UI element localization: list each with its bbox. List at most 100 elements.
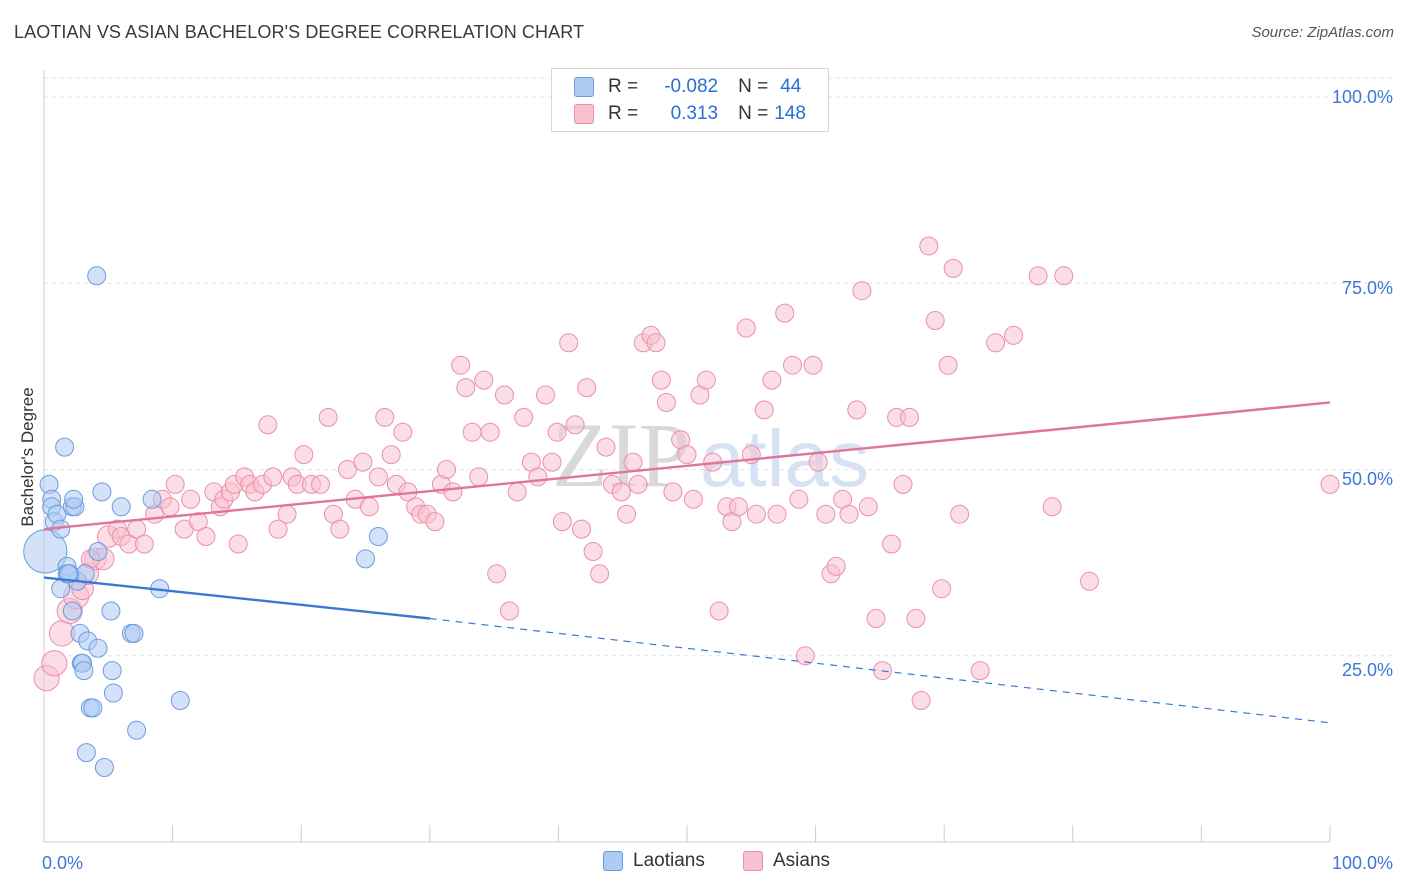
axes bbox=[43, 70, 1331, 843]
asian-point bbox=[134, 534, 154, 554]
laotians-trend-line bbox=[43, 576, 430, 620]
asian-point bbox=[736, 318, 756, 338]
asian-point bbox=[882, 534, 901, 554]
asian-point bbox=[858, 497, 878, 517]
asian-point bbox=[696, 370, 716, 390]
asian-point bbox=[552, 512, 572, 532]
asian-point bbox=[906, 609, 926, 628]
asian-point bbox=[330, 519, 350, 539]
correlation-legend: R = -0.082 N = 44 R = 0.313 N = 148 bbox=[551, 68, 829, 132]
laotian-point bbox=[102, 661, 122, 681]
asian-point bbox=[294, 445, 314, 465]
asian-point bbox=[628, 474, 648, 494]
legend-label: Laotians bbox=[633, 850, 705, 871]
legend-row-asians: R = 0.313 N = 148 bbox=[574, 101, 806, 127]
laotian-point bbox=[74, 661, 94, 681]
asian-point bbox=[677, 445, 697, 465]
laotian-point bbox=[83, 698, 103, 718]
asian-point bbox=[381, 445, 401, 465]
asian-point bbox=[451, 355, 471, 375]
asian-point bbox=[728, 497, 748, 517]
legend-item-laotians[interactable]: Laotians bbox=[603, 850, 705, 872]
asian-point bbox=[368, 467, 388, 487]
asian-point bbox=[437, 460, 456, 479]
asian-point bbox=[196, 527, 216, 546]
legend-label: Asians bbox=[773, 850, 831, 871]
asian-point bbox=[1080, 571, 1099, 591]
x-tick-label-max: 100.0% bbox=[1331, 853, 1393, 873]
asian-point bbox=[1004, 325, 1024, 345]
asian-point bbox=[572, 519, 591, 539]
laotian-point bbox=[103, 683, 123, 703]
asian-point bbox=[1054, 266, 1074, 286]
asian-point bbox=[41, 650, 68, 677]
asian-point bbox=[826, 556, 846, 576]
asian-point bbox=[268, 519, 288, 539]
laotian-point bbox=[94, 758, 114, 777]
laotian-point bbox=[87, 266, 107, 286]
asian-point bbox=[651, 370, 671, 390]
asian-point bbox=[803, 355, 823, 375]
asian-point bbox=[795, 646, 815, 666]
asian-point bbox=[577, 378, 597, 398]
asian-point bbox=[970, 661, 990, 681]
n-value: 148 bbox=[774, 103, 806, 124]
asian-point bbox=[258, 415, 278, 435]
asian-point bbox=[808, 452, 828, 472]
asian-point bbox=[709, 601, 729, 621]
asian-point bbox=[494, 385, 514, 405]
asian-point bbox=[1028, 266, 1048, 286]
asian-point bbox=[181, 489, 201, 509]
y-tick-label: 25.0% bbox=[1341, 660, 1393, 680]
x-tick-label-min: 0.0% bbox=[42, 853, 84, 873]
asian-point bbox=[480, 422, 500, 442]
asian-point bbox=[852, 281, 872, 301]
asian-point bbox=[474, 370, 494, 390]
laotian-point bbox=[62, 601, 82, 621]
asian-point bbox=[900, 407, 919, 427]
grid bbox=[44, 77, 1392, 657]
asian-point bbox=[938, 355, 958, 375]
asian-point bbox=[986, 333, 1006, 353]
y-tick-label: 100.0% bbox=[1331, 87, 1393, 107]
source-label: Source: ZipAtlas.com bbox=[1251, 24, 1394, 41]
asian-point bbox=[646, 333, 666, 353]
laotian-point bbox=[142, 489, 162, 509]
y-tick-label: 50.0% bbox=[1341, 469, 1393, 489]
asian-point bbox=[839, 504, 859, 524]
asian-point bbox=[500, 601, 519, 621]
y-axis-label: Bachelor's Degree bbox=[18, 387, 37, 527]
asian-point bbox=[462, 422, 482, 442]
asian-point bbox=[1042, 497, 1062, 517]
asian-point bbox=[596, 437, 616, 457]
r-value: 0.313 bbox=[670, 103, 719, 124]
asian-point bbox=[514, 407, 534, 427]
asian-point bbox=[919, 236, 939, 256]
asian-point bbox=[911, 691, 931, 710]
asian-point bbox=[611, 482, 631, 502]
laotian-point bbox=[101, 601, 121, 621]
chart-title: LAOTIAN VS ASIAN BACHELOR'S DEGREE CORRE… bbox=[14, 22, 585, 42]
asian-point bbox=[762, 370, 782, 390]
laotian-point bbox=[92, 482, 112, 502]
asians-swatch bbox=[574, 104, 594, 124]
asian-point bbox=[425, 512, 445, 532]
laotian-point bbox=[64, 489, 84, 509]
asian-point bbox=[893, 474, 913, 494]
laotians-swatch bbox=[574, 77, 594, 97]
asian-point bbox=[590, 564, 610, 584]
watermark-atlas: atlas bbox=[700, 414, 869, 503]
n-label: N = bbox=[738, 103, 769, 124]
laotian-point bbox=[124, 623, 144, 643]
laotian-point bbox=[127, 720, 147, 740]
asian-point bbox=[754, 400, 774, 420]
legend-item-asians[interactable]: Asians bbox=[743, 850, 830, 872]
asian-point bbox=[542, 452, 562, 472]
r-label: R = bbox=[608, 103, 639, 124]
asian-point bbox=[375, 407, 395, 427]
asian-point bbox=[565, 415, 585, 435]
asian-point bbox=[789, 489, 809, 509]
y-tick-label: 75.0% bbox=[1341, 278, 1393, 298]
trend-lines bbox=[43, 401, 1331, 724]
